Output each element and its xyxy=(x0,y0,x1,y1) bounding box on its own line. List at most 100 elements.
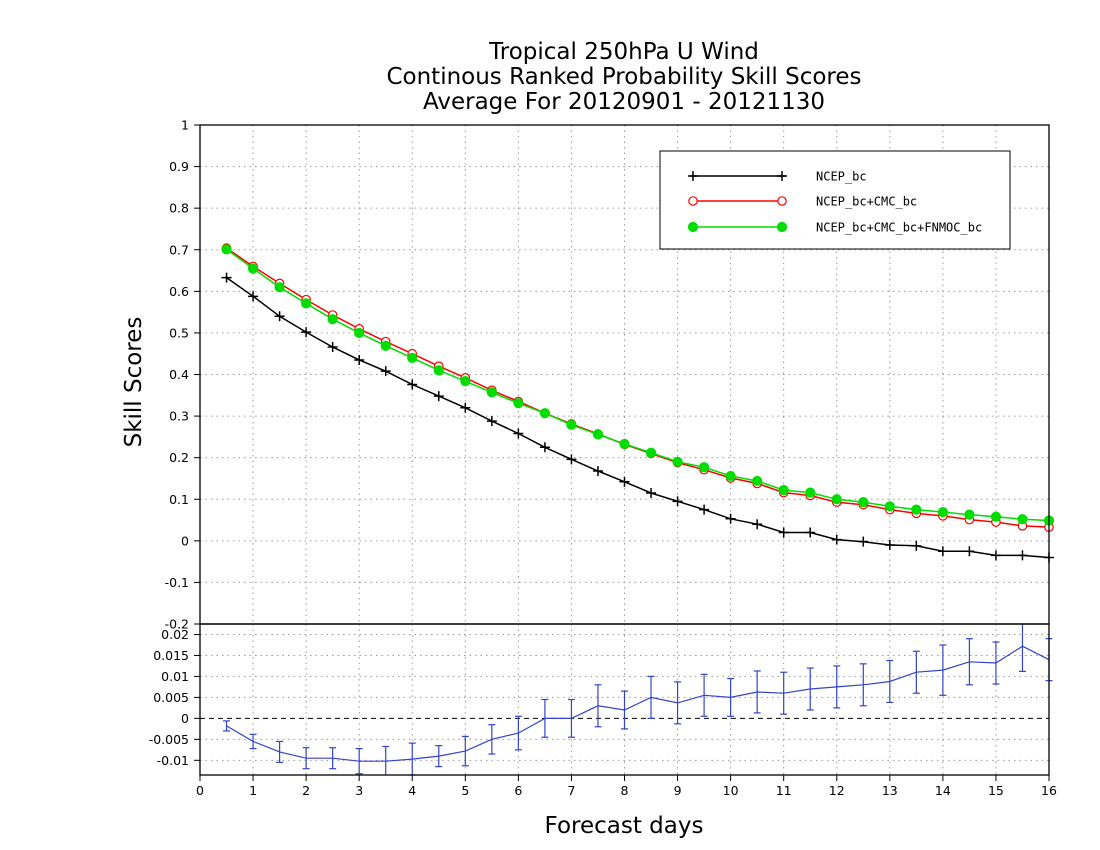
x-tick-label: 8 xyxy=(621,783,629,798)
series-line-2 xyxy=(226,247,1050,528)
top-y-tick-label: 0.2 xyxy=(169,450,189,465)
series-1-point xyxy=(964,546,975,557)
series-1-point xyxy=(672,496,683,507)
series-3-point xyxy=(301,298,312,309)
bottom-y-axis: 0.02 0.015 0.01 0.005 0 -0.005 -0.01 xyxy=(149,627,200,768)
series-3-point xyxy=(937,507,948,518)
series-1-point xyxy=(327,342,338,353)
series-3-point xyxy=(221,244,232,255)
x-tick-label: 10 xyxy=(723,783,739,798)
series-1-point xyxy=(248,291,259,302)
top-y-tick-label: 0.6 xyxy=(169,284,189,299)
x-tick-label: 7 xyxy=(567,783,575,798)
x-tick-label: 5 xyxy=(461,783,469,798)
series-1-point xyxy=(592,465,603,476)
series-3-point xyxy=(858,497,869,508)
legend-marker-3 xyxy=(687,221,699,233)
top-y-tick-label: 0.4 xyxy=(169,367,189,382)
series-3-point xyxy=(884,501,895,512)
series-1-point xyxy=(274,311,285,322)
series-1-point xyxy=(354,354,365,365)
x-tick-label: 14 xyxy=(935,783,951,798)
series-1-point xyxy=(619,476,630,487)
series-line-1 xyxy=(226,276,1050,559)
top-y-tick-label: 0 xyxy=(181,533,189,548)
legend-marker-2 xyxy=(777,196,787,206)
x-tick-label: 4 xyxy=(408,783,416,798)
top-y-tick-label: 1 xyxy=(181,118,189,133)
bottom-y-tick-label: 0.005 xyxy=(153,690,189,705)
top-y-tick-label: 0.8 xyxy=(169,201,189,216)
series-1-point xyxy=(884,539,895,550)
series-1-point xyxy=(831,534,842,545)
series-3-point xyxy=(911,504,922,515)
x-tick-label: 3 xyxy=(355,783,363,798)
x-tick-label: 16 xyxy=(1041,783,1057,798)
series-1-point xyxy=(566,454,577,465)
top-y-tick-label: 0.5 xyxy=(169,325,189,340)
series-3-point xyxy=(354,327,365,339)
bottom-y-tick-label: -0.005 xyxy=(149,732,189,747)
series-3-point xyxy=(752,475,763,487)
top-y-axis: 1 0.9 0.8 0.7 0.6 0.5 0.4 0.3 0.2 0.1 0 -0.1 -0.2 xyxy=(165,118,200,632)
series-3-point xyxy=(327,314,338,325)
chart-title-line-3: Average For 20120901 - 20121130 xyxy=(423,89,825,115)
series-1-point xyxy=(433,391,444,402)
x-tick-label: 0 xyxy=(196,783,204,798)
series-3-point xyxy=(486,387,497,398)
series-1-point xyxy=(407,379,418,390)
x-tick-label: 1 xyxy=(249,783,257,798)
difference-line xyxy=(226,645,1050,762)
series-1-point xyxy=(460,402,471,413)
series-3-point xyxy=(460,376,471,387)
top-y-tick-label: -0.1 xyxy=(165,575,189,590)
series-1-point xyxy=(990,550,1001,561)
x-tick-label: 9 xyxy=(674,783,682,798)
x-tick-label: 11 xyxy=(776,783,792,798)
top-y-tick-label: 0.9 xyxy=(169,159,189,174)
bottom-y-tick-label: 0 xyxy=(181,711,189,726)
series-3-point xyxy=(1017,514,1028,525)
legend-box xyxy=(659,150,1011,250)
series-3-point xyxy=(831,494,842,505)
x-tick-label: 6 xyxy=(514,783,522,798)
top-y-tick-label: -0.2 xyxy=(165,617,189,632)
bottom-y-tick-label: 0.01 xyxy=(161,669,189,684)
series-3-point xyxy=(645,447,657,458)
series-1-point xyxy=(699,504,710,515)
series-3-point xyxy=(274,282,285,293)
series-1-point xyxy=(301,327,312,338)
series-3-point xyxy=(698,462,710,473)
series-3-point xyxy=(964,509,975,520)
series-3-point xyxy=(407,352,418,363)
bottom-panel-series xyxy=(223,624,1053,776)
series-1-point xyxy=(858,536,869,547)
x-tick-label: 15 xyxy=(988,783,1004,798)
series-1-point xyxy=(1017,550,1028,561)
x-tick-label: 2 xyxy=(302,783,310,798)
legend-label-1: NCEP_bc xyxy=(816,170,867,184)
legend-marker-1 xyxy=(777,171,787,181)
series-3-point xyxy=(592,429,604,440)
series-1-point xyxy=(380,366,391,377)
top-y-tick-label: 0.7 xyxy=(169,242,189,257)
legend-marker-1 xyxy=(688,171,698,181)
x-tick-label: 13 xyxy=(882,783,898,798)
series-3-point xyxy=(990,511,1002,522)
series-3-point xyxy=(725,470,736,482)
series-line-3 xyxy=(226,248,1050,522)
series-3-point xyxy=(380,340,391,351)
series-3-point xyxy=(539,408,551,419)
series-3-point xyxy=(566,419,577,430)
series-3-point xyxy=(672,456,683,467)
series-1-point xyxy=(486,416,497,427)
series-3-point xyxy=(513,398,524,409)
series-1-point xyxy=(221,272,232,283)
x-axis: 0 1 2 3 4 5 6 7 8 9 10 11 12 13 14 15 16 xyxy=(196,775,1057,798)
series-3-point xyxy=(778,485,789,496)
legend-marker-2 xyxy=(688,196,698,206)
series-1-point xyxy=(539,442,550,453)
series-1-point xyxy=(937,546,948,557)
x-tick-label: 12 xyxy=(829,783,845,798)
